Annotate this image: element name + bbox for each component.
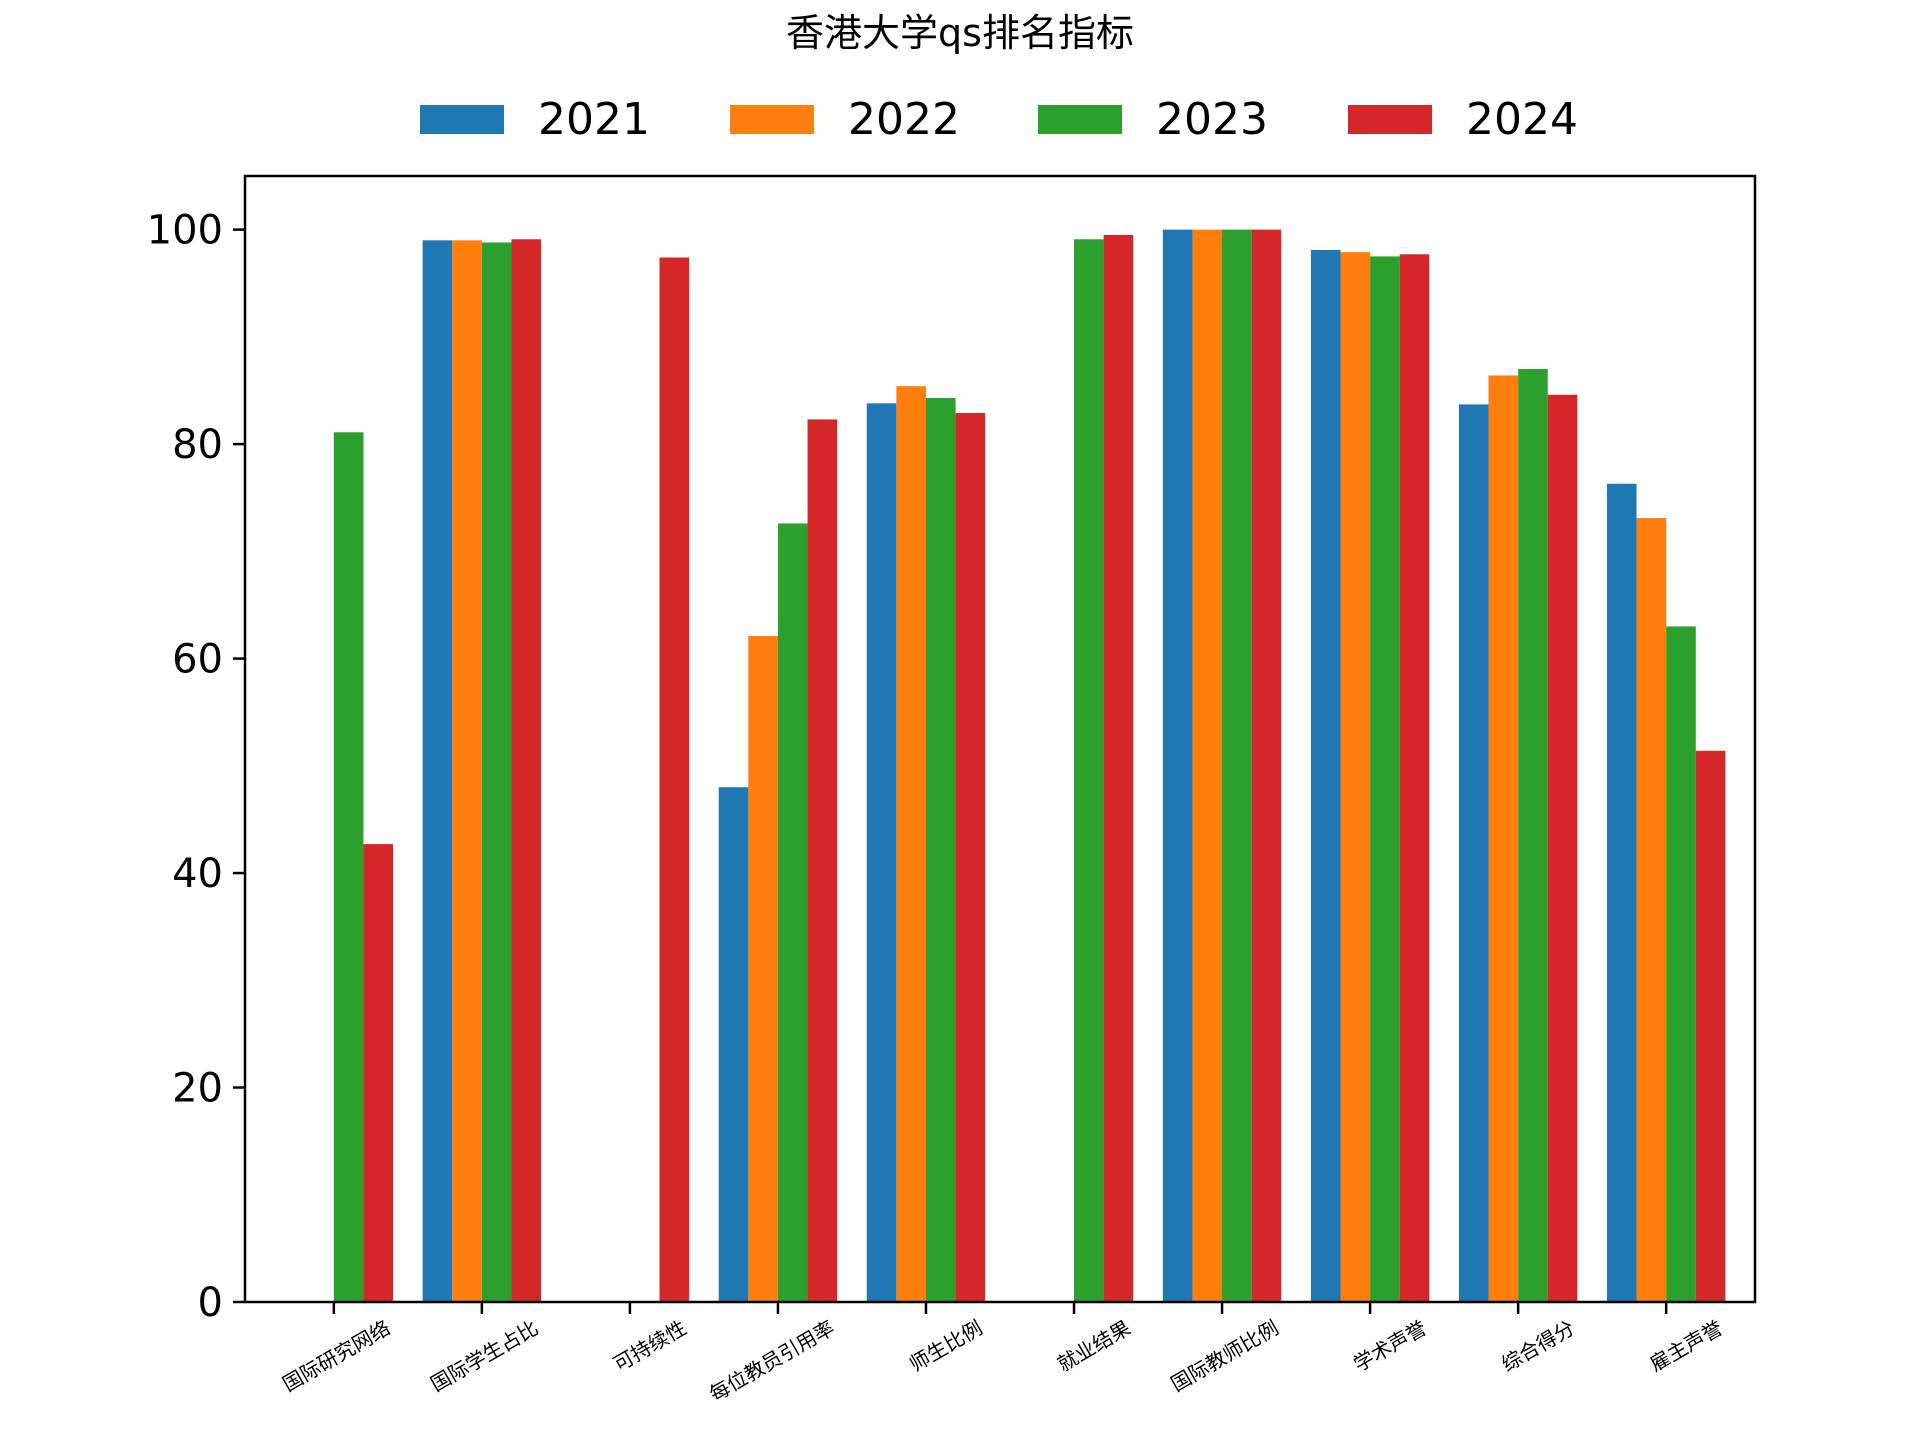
bar-2023-10 <box>1666 626 1696 1302</box>
bar-2023-4 <box>777 523 808 1302</box>
bar-2022-7 <box>1192 229 1223 1303</box>
x-tick-label: 雇主声誉 <box>1645 1316 1726 1377</box>
bar-2021-4 <box>718 787 749 1302</box>
y-tick-label: 20 <box>172 1066 223 1112</box>
bar-2021-10 <box>1606 483 1637 1303</box>
y-tick-label: 100 <box>147 208 223 254</box>
bar-2023-9 <box>1518 369 1548 1302</box>
x-tick-label: 可持续性 <box>609 1316 690 1377</box>
bar-2024-4 <box>807 419 838 1302</box>
x-tick-label: 就业结果 <box>1053 1316 1134 1377</box>
bar-2023-1 <box>333 432 364 1302</box>
legend-label-2022: 2022 <box>848 94 960 145</box>
x-tick-label: 学术声誉 <box>1349 1316 1430 1377</box>
legend-swatch-2024 <box>1348 105 1432 134</box>
legend-label-2023: 2023 <box>1156 94 1268 145</box>
legend: 2021 2022 2023 2024 <box>420 94 1578 145</box>
legend-swatch-2021 <box>420 105 504 134</box>
bar-2022-8 <box>1340 252 1371 1303</box>
bar-2024-8 <box>1399 254 1430 1302</box>
bar-2023-6 <box>1074 239 1104 1302</box>
legend-swatch-2022 <box>730 105 814 134</box>
plot-frame <box>243 174 1757 1304</box>
bar-2022-4 <box>748 636 778 1302</box>
bar-2021-7 <box>1162 229 1193 1303</box>
bar-2024-7 <box>1251 229 1282 1303</box>
bar-2024-1 <box>363 844 394 1302</box>
legend-swatch-2023 <box>1038 105 1122 134</box>
y-tick-label: 80 <box>172 422 223 468</box>
chart-title: 香港大学qs排名指标 <box>786 11 1134 55</box>
bar-2023-7 <box>1222 229 1252 1303</box>
bar-2024-10 <box>1695 750 1726 1302</box>
bar-2023-2 <box>481 242 512 1302</box>
bar-2022-5 <box>896 386 926 1303</box>
legend-label-2024: 2024 <box>1466 94 1578 145</box>
x-tick-label: 国际研究网络 <box>278 1316 394 1397</box>
bar-2023-8 <box>1370 256 1400 1302</box>
y-tick-label: 40 <box>172 851 223 897</box>
bar-2024-5 <box>955 412 986 1302</box>
bar-2022-2 <box>452 240 482 1302</box>
legend-label-2021: 2021 <box>538 94 650 145</box>
bar-2024-6 <box>1103 234 1134 1302</box>
bar-2021-8 <box>1310 249 1341 1303</box>
x-tick-label: 师生比例 <box>905 1316 986 1377</box>
x-tick-label: 每位教员引用率 <box>705 1316 838 1407</box>
bar-2021-9 <box>1458 404 1489 1303</box>
bar-2022-10 <box>1636 518 1667 1302</box>
y-tick-label: 0 <box>198 1280 223 1326</box>
bar-2023-5 <box>925 397 956 1302</box>
bar-2022-9 <box>1488 375 1519 1302</box>
x-tick-label: 国际教师比例 <box>1167 1316 1283 1397</box>
x-tick-label: 国际学生占比 <box>426 1316 542 1397</box>
bars-group <box>333 229 1726 1303</box>
bar-2024-9 <box>1547 394 1578 1302</box>
bar-2024-2 <box>511 239 542 1302</box>
y-tick-label: 60 <box>172 637 223 683</box>
x-tick-label: 综合得分 <box>1497 1316 1578 1377</box>
bar-2021-5 <box>866 403 897 1303</box>
bar-2024-3 <box>659 257 690 1302</box>
bar-2021-2 <box>422 240 453 1302</box>
